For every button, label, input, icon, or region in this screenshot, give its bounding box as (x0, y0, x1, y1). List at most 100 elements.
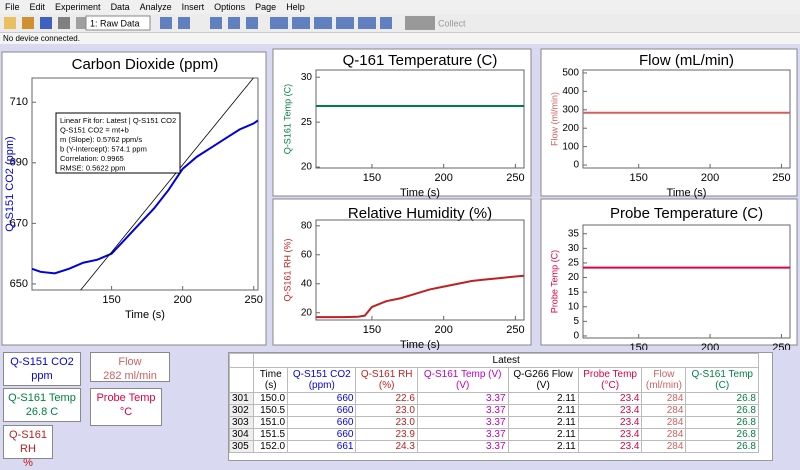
meter: Q-S161 Temp 26.8 C (3, 388, 81, 422)
plot-frame (582, 224, 791, 339)
menu-item[interactable]: Analyze (139, 2, 172, 12)
table-row: 303 151.0 660 23.0 3.37 2.11 23.4 284 26.8 (228, 416, 759, 429)
x-tick-label: 150 (363, 172, 381, 184)
cell: 2.11 (507, 416, 579, 429)
tool-icons (160, 17, 392, 29)
icon[interactable] (314, 17, 332, 29)
icon[interactable] (58, 17, 70, 29)
cell: 660 (287, 416, 357, 429)
y-axis-label: Q-S161 RH (%) (282, 238, 292, 301)
corner (228, 353, 255, 368)
icon[interactable] (160, 17, 172, 29)
header-line: Q-S161 RH (360, 369, 413, 380)
cell: 23.4 (577, 404, 643, 417)
menu-item[interactable]: File (5, 2, 20, 12)
menu-item[interactable]: Insert (181, 2, 205, 12)
table: Latest Time (s) Q-S151 CO2 (ppm) Q-S161 RH (%)… (228, 353, 759, 453)
cell: 3.37 (416, 392, 509, 405)
cell: 284 (641, 416, 687, 429)
y-tick-label: 100 (562, 141, 579, 152)
y-tick-label: 690 (10, 157, 28, 169)
fit-text: Q-S151 CO2 = mt+b (60, 125, 129, 134)
page-select[interactable] (85, 15, 151, 31)
meter-reading: % (23, 457, 33, 469)
menu-item[interactable]: Help (286, 2, 305, 12)
x-tick-label: 200 (173, 294, 191, 306)
column-header: Q-S161 Temp (V) (V) (416, 367, 509, 393)
menu-item[interactable]: Experiment (55, 2, 101, 12)
icon[interactable] (4, 17, 16, 29)
x-axis-label: Time (s) (400, 187, 440, 199)
cell: 284 (641, 392, 687, 405)
cell: 150.0 (253, 392, 289, 405)
cell: 23.4 (577, 392, 643, 405)
x-tick-label: 250 (772, 342, 790, 350)
cell: 284 (641, 440, 687, 453)
icon[interactable] (380, 17, 392, 29)
fit-box (55, 112, 181, 174)
cell: 26.8 (685, 440, 759, 453)
menu-item[interactable]: Edit (29, 2, 46, 12)
y-tick-label: 35 (568, 228, 580, 239)
column-header: Time (s) (253, 367, 289, 393)
cell: 661 (287, 440, 357, 453)
cell: 151.0 (253, 416, 289, 429)
icon[interactable] (358, 17, 376, 29)
icon[interactable] (76, 17, 88, 29)
meter: Flow 282 ml/min (90, 352, 170, 382)
icon[interactable] (292, 17, 310, 29)
icon[interactable] (40, 17, 52, 29)
row-number: 302 (228, 404, 255, 417)
menu-item[interactable]: Data (110, 2, 130, 12)
icon[interactable] (22, 17, 34, 29)
y-tick-label: 200 (562, 123, 579, 134)
meter-name: Q-S161 RH (9, 429, 47, 455)
icon[interactable] (228, 17, 240, 29)
x-tick-label: 200 (701, 342, 719, 350)
icon[interactable] (336, 17, 354, 29)
y-tick-label: 30 (568, 243, 580, 254)
column-header: Q-S161 RH (%) (355, 367, 418, 393)
x-axis-label: Time (s) (125, 309, 165, 321)
data-table: Latest Time (s) Q-S151 CO2 (ppm) Q-S161 RH (%)… (228, 352, 773, 461)
collect-button[interactable] (405, 16, 435, 30)
table-title-row: Latest (228, 353, 759, 368)
menu-item[interactable]: Options (214, 2, 246, 12)
column-header: Q-G266 Flow (V) (507, 367, 579, 393)
toolbar: 1: Raw Data Collect (0, 14, 800, 33)
menu-item[interactable]: Page (255, 2, 277, 12)
row-number: 301 (228, 392, 255, 405)
y-axis-label: Probe Temp (C) (549, 250, 559, 313)
graph-panel (1, 51, 267, 346)
cell: 26.8 (685, 416, 759, 429)
cell: 2.11 (507, 392, 579, 405)
cell: 660 (287, 392, 357, 405)
x-tick-label: 250 (506, 324, 524, 336)
plot-frame (582, 69, 791, 169)
y-tick-label: 15 (568, 287, 580, 298)
x-tick-label: 150 (629, 342, 647, 350)
header-line: (ml/min) (645, 380, 683, 391)
cell: 23.0 (355, 416, 418, 429)
cell: 3.37 (416, 404, 509, 417)
y-tick-label: 20 (301, 162, 313, 173)
x-tick-label: 150 (102, 294, 120, 306)
column-header: Q-S151 CO2 (ppm) (287, 367, 357, 393)
graph-panel (540, 198, 798, 346)
icon[interactable] (178, 17, 190, 29)
plot-frame (315, 69, 525, 169)
cell: 2.11 (507, 428, 579, 441)
row-number: 305 (228, 440, 255, 453)
x-tick-label: 250 (245, 294, 263, 306)
icon[interactable] (270, 17, 288, 29)
page-select-label: 1: Raw Data (90, 18, 140, 28)
icon[interactable] (246, 17, 258, 29)
y-tick-label: 30 (301, 72, 313, 83)
y-axis-label: Flow (ml/min) (549, 92, 559, 146)
y-tick-label: 40 (301, 278, 313, 289)
menu-bar: File Edit Experiment Data Analyze Insert Optio… (0, 0, 800, 14)
icon[interactable] (210, 17, 222, 29)
y-tick-label: 300 (562, 104, 579, 115)
toolbar-icons: 1: Raw Data Collect (4, 15, 466, 31)
meter-name: Flow (118, 356, 142, 368)
